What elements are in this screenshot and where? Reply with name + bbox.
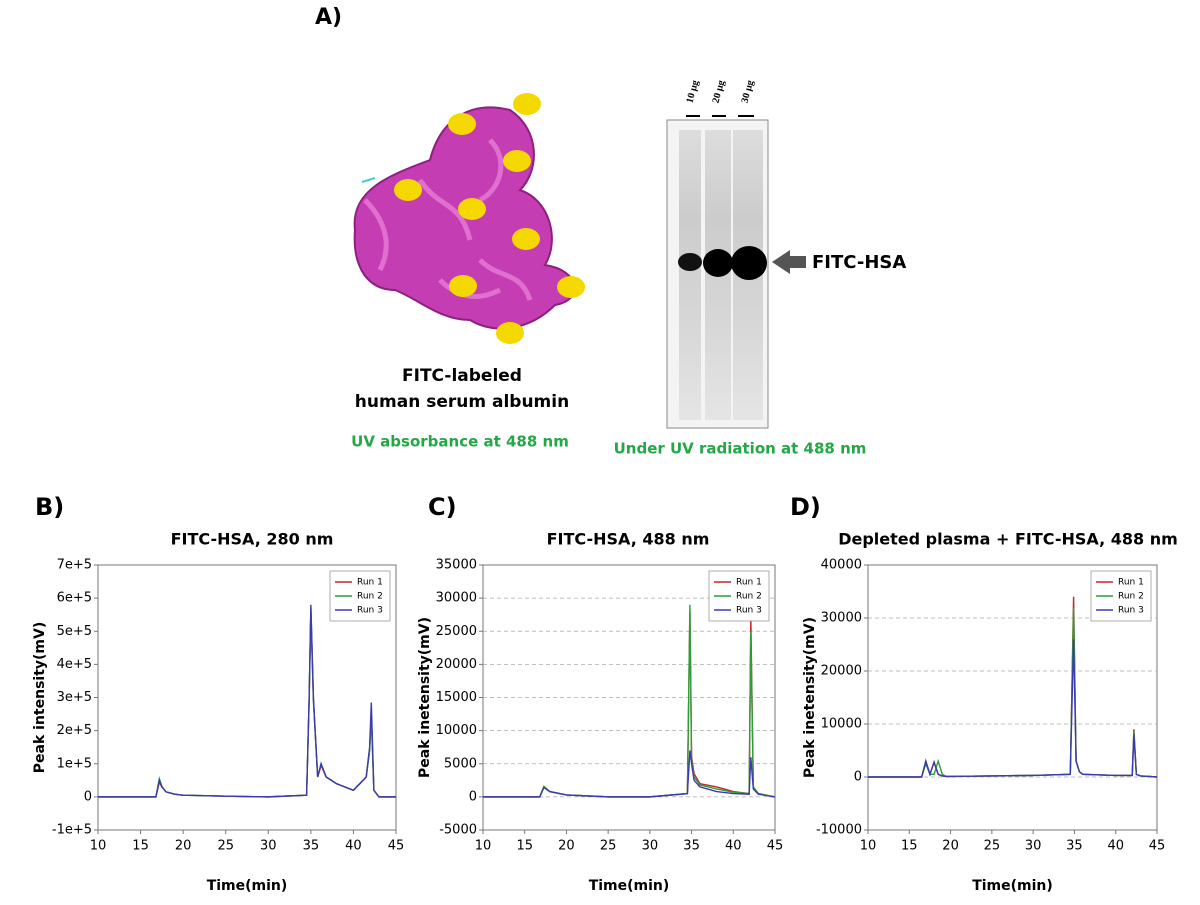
x-tick-label: 15 <box>901 839 918 854</box>
gel-band-label: FITC-HSA <box>812 252 906 273</box>
y-tick-label: 40000 <box>821 558 862 573</box>
legend-label: Run 1 <box>357 578 383 588</box>
gel-note: Under UV radiation at 488 nm <box>614 440 867 458</box>
y-tick-label: 5000 <box>444 756 477 771</box>
x-tick-label: 35 <box>303 839 320 854</box>
x-tick-label: 15 <box>516 839 533 854</box>
legend-label: Run 1 <box>736 578 762 588</box>
y-tick-label: 30000 <box>436 591 477 606</box>
x-tick-label: 20 <box>175 839 192 854</box>
y-tick-label: 0 <box>469 789 477 804</box>
y-tick-label: 15000 <box>436 690 477 705</box>
x-axis-label: Time(min) <box>972 878 1053 894</box>
chart-title: Depleted plasma + FITC-HSA, 488 nm <box>838 530 1178 549</box>
y-tick-label: 10000 <box>821 717 862 732</box>
y-tick-label: 30000 <box>821 611 862 626</box>
y-tick-label: -5000 <box>439 823 477 838</box>
legend-label: Run 2 <box>736 592 762 602</box>
y-axis-label: Peak inetensity(mV) <box>802 617 818 778</box>
panel-label: B) <box>35 493 64 521</box>
x-tick-label: 15 <box>132 839 149 854</box>
y-axis-label: Peak inetensity(mV) <box>417 617 433 778</box>
x-tick-label: 10 <box>860 839 877 854</box>
legend-label: Run 1 <box>1118 578 1144 588</box>
x-tick-label: 45 <box>767 839 784 854</box>
x-tick-label: 10 <box>475 839 492 854</box>
y-tick-label: -10000 <box>816 823 862 838</box>
x-tick-label: 35 <box>1066 839 1083 854</box>
y-tick-label: 7e+5 <box>57 558 92 573</box>
panel-label: D) <box>790 493 821 521</box>
protein-caption: FITC-labeled <box>402 366 522 386</box>
panel-label: C) <box>428 493 457 521</box>
legend-label: Run 2 <box>357 592 383 602</box>
y-tick-label: 35000 <box>436 558 477 573</box>
x-tick-label: 45 <box>388 839 405 854</box>
y-tick-label: 0 <box>854 770 862 785</box>
protein-illustration <box>353 93 585 344</box>
y-tick-label: 10000 <box>436 723 477 738</box>
y-tick-label: 20000 <box>821 664 862 679</box>
y-tick-label: 20000 <box>436 657 477 672</box>
legend-label: Run 3 <box>736 606 762 616</box>
legend-label: Run 3 <box>357 606 383 616</box>
gel-image <box>666 115 806 429</box>
x-tick-label: 40 <box>1107 839 1124 854</box>
legend-label: Run 2 <box>1118 592 1144 602</box>
x-axis-label: Time(min) <box>207 878 288 894</box>
protein-caption: human serum albumin <box>355 392 569 412</box>
y-tick-label: 3e+5 <box>57 690 92 705</box>
y-tick-label: 2e+5 <box>57 723 92 738</box>
x-tick-label: 25 <box>984 839 1001 854</box>
x-tick-label: 20 <box>558 839 575 854</box>
panel-label: A) <box>315 5 342 30</box>
x-tick-label: 40 <box>725 839 742 854</box>
x-tick-label: 30 <box>1025 839 1042 854</box>
y-tick-label: 1e+5 <box>57 756 92 771</box>
x-tick-label: 20 <box>942 839 959 854</box>
x-tick-label: 25 <box>600 839 617 854</box>
series-line <box>868 639 1158 778</box>
gel-lane-label: 30 µg <box>739 79 756 104</box>
legend-label: Run 3 <box>1118 606 1144 616</box>
x-tick-label: 35 <box>683 839 700 854</box>
legend-box <box>329 570 391 622</box>
x-tick-label: 40 <box>345 839 362 854</box>
protein-note: UV absorbance at 488 nm <box>351 433 569 451</box>
y-tick-label: 4e+5 <box>57 657 92 672</box>
chart-title: FITC-HSA, 488 nm <box>547 530 710 549</box>
series-line <box>98 604 396 798</box>
y-axis-label: Peak intensity(mV) <box>32 622 48 773</box>
series-line <box>483 750 776 798</box>
x-axis-label: Time(min) <box>589 878 670 894</box>
y-tick-label: 0 <box>84 789 92 804</box>
y-tick-label: 25000 <box>436 624 477 639</box>
gel-lane-label: 10 µg <box>684 79 701 104</box>
x-tick-label: 25 <box>217 839 234 854</box>
y-tick-label: 6e+5 <box>57 591 92 606</box>
x-tick-label: 30 <box>260 839 277 854</box>
x-tick-label: 30 <box>642 839 659 854</box>
chart-title: FITC-HSA, 280 nm <box>171 530 334 549</box>
x-tick-label: 10 <box>90 839 107 854</box>
gel-lane-label: 20 µg <box>710 79 727 104</box>
x-tick-label: 45 <box>1149 839 1166 854</box>
y-tick-label: -1e+5 <box>52 823 92 838</box>
y-tick-label: 5e+5 <box>57 624 92 639</box>
